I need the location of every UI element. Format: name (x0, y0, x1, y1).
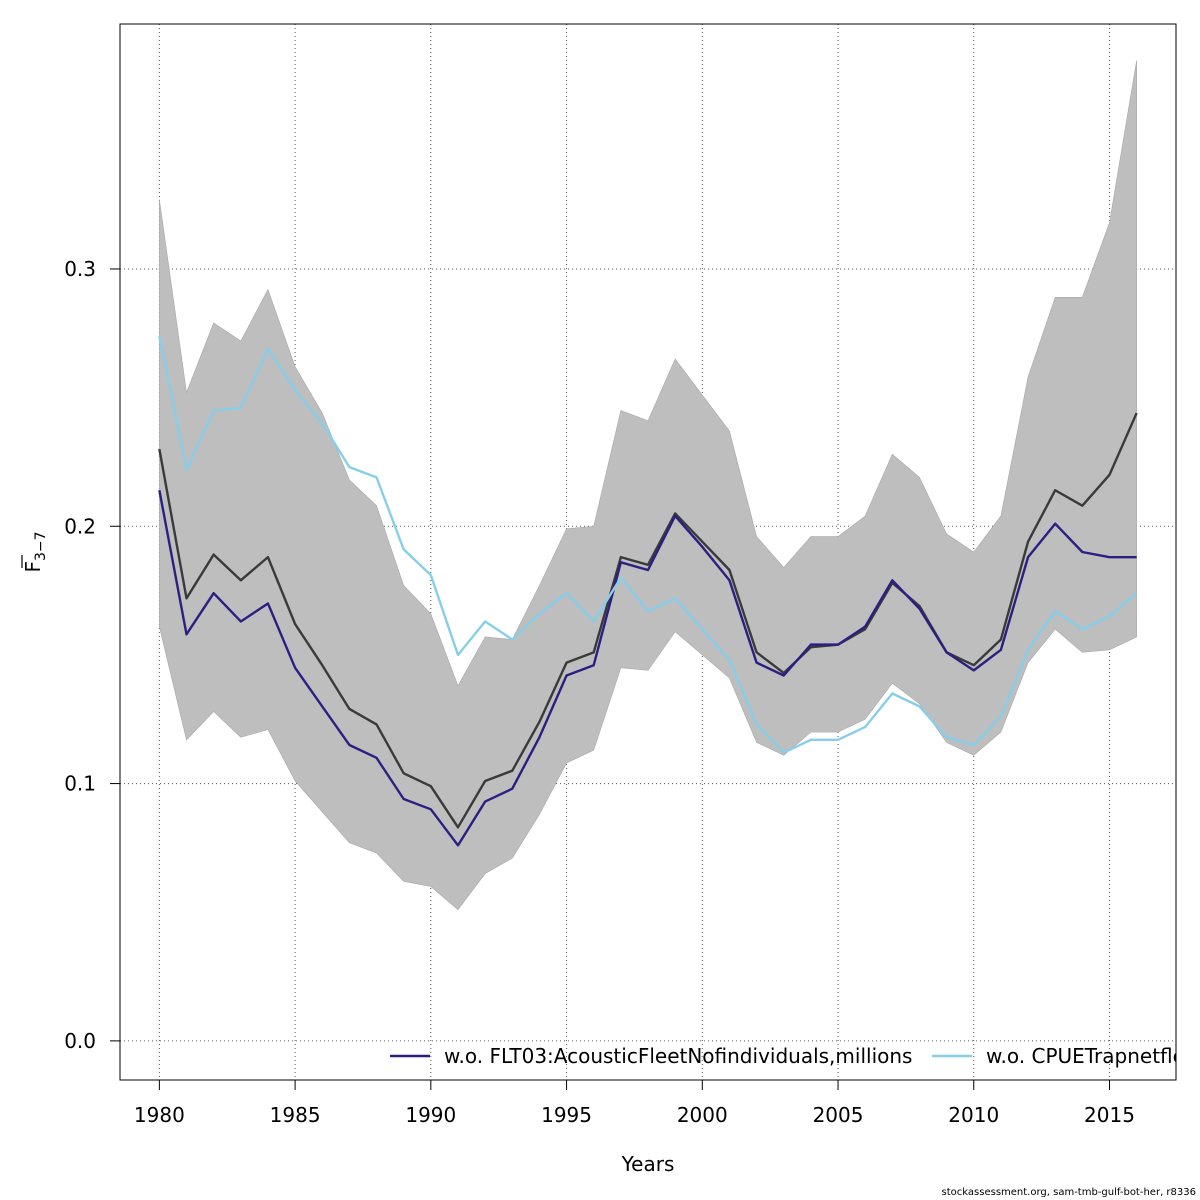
x-axis-title: Years (621, 1152, 675, 1176)
y-tick-label-2: 0.2 (64, 514, 96, 538)
confidence-band-area (159, 60, 1137, 911)
series-lines (158, 335, 1138, 847)
credit-text: stockassessment.org, sam-tmb-gulf-bot-he… (941, 1187, 1196, 1198)
y-axis-title-main: F (21, 561, 45, 573)
y-tick-label-1: 0.1 (64, 772, 96, 796)
y-axis-title-sub: 3−7 (33, 531, 49, 561)
x-tick-label-1995: 1995 (541, 1103, 592, 1127)
legend-items: w.o. FLT03:AcousticFleetNofindividuals,m… (390, 1044, 1200, 1068)
legend-label-1: w.o. CPUETrapnetfleet (986, 1044, 1200, 1068)
x-tick-label-2015: 2015 (1084, 1103, 1135, 1127)
y-tick-label-0: 0.0 (64, 1029, 96, 1053)
x-tick-label-2000: 2000 (677, 1103, 728, 1127)
series-line-1 (158, 490, 1137, 847)
legend-label-0: w.o. FLT03:AcousticFleetNofindividuals,m… (444, 1044, 912, 1068)
y-axis: 0.0 0.1 0.2 0.3 (64, 257, 121, 1053)
x-tick-label-1985: 1985 (270, 1103, 321, 1127)
confidence-band (159, 60, 1137, 911)
legend: w.o. FLT03:AcousticFleetNofindividuals,m… (390, 1044, 1200, 1068)
y-axis-title: F3−7 (21, 531, 49, 572)
x-axis: 1980 1985 1990 1995 2000 2005 2010 2015 (134, 1079, 1135, 1127)
y-tick-label-3: 0.3 (64, 257, 96, 281)
series-line-0 (158, 412, 1138, 829)
x-tick-label-1990: 1990 (405, 1103, 456, 1127)
x-tick-label-2010: 2010 (948, 1103, 999, 1127)
x-tick-label-2005: 2005 (813, 1103, 864, 1127)
x-tick-label-1980: 1980 (134, 1103, 185, 1127)
series-line-2 (158, 335, 1138, 754)
svg-text:F3−7: F3−7 (21, 531, 49, 572)
